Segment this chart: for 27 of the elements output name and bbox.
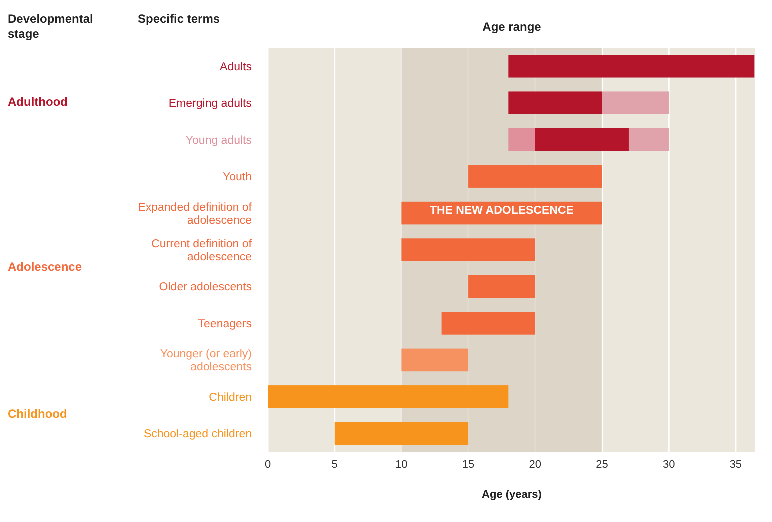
x-tick-label: 20 — [529, 458, 542, 471]
y-tick-label: Expanded definition of adolescence — [138, 202, 253, 227]
text: Adulthood — [8, 95, 69, 110]
x-tick-label: 10 — [396, 458, 408, 471]
y-tick-label: Children — [209, 392, 252, 404]
annotation: THE NEW ADOLESCENCE — [428, 205, 575, 218]
x-tick-label: 15 — [462, 458, 475, 471]
x-tick-label: 0 — [264, 458, 272, 471]
x-tick-label: 30 — [662, 458, 676, 471]
y-tick-label: Emerging adults — [168, 98, 252, 110]
chart-title: Age range — [482, 20, 542, 34]
text: Specific terms — [138, 12, 222, 27]
text: Adolescence — [8, 260, 84, 274]
y-tick-label: Current definition of adolescence — [152, 238, 253, 264]
text: Childhood — [8, 407, 68, 422]
x-tick-label: 35 — [730, 458, 742, 471]
x-tick-label: 5 — [332, 458, 338, 471]
y-tick-label: Older adolescents — [159, 282, 252, 294]
y-tick-label: Youth — [223, 172, 252, 184]
y-tick-label: Adults — [220, 61, 252, 74]
y-tick-label: Younger (or early) adolescents — [160, 348, 252, 374]
x-tick-label: 25 — [596, 458, 608, 471]
y-tick-label: Young adults — [186, 134, 252, 147]
y-tick-label: Teenagers — [198, 318, 252, 330]
y-tick-label: School-aged children — [144, 428, 252, 441]
text: Developmental stage — [8, 12, 94, 42]
x-axis-title: Age (years) — [482, 489, 542, 501]
